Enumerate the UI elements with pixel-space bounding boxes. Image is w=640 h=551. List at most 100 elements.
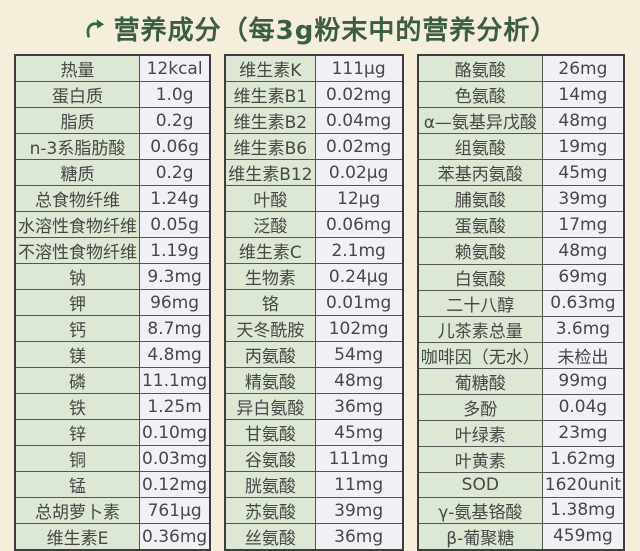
nutrient-label: 蛋氨酸 xyxy=(417,211,543,239)
nutrient-label-text: β-葡聚糖 xyxy=(446,528,515,549)
nutrient-value-text: 39mg xyxy=(558,188,608,209)
table-row: 水溶性食物纤维 0.05g xyxy=(14,211,211,238)
nutrient-value: 36mg xyxy=(314,393,404,420)
nutrient-label: γ-氨基铬酸 xyxy=(417,496,543,524)
table-row: γ-氨基铬酸 1.38mg xyxy=(417,496,625,524)
table-row: 苯基丙氨酸 45mg xyxy=(417,159,625,187)
nutrient-value: 0.02mg xyxy=(314,81,404,108)
table-row: 白氨酸 69mg xyxy=(417,263,625,291)
nutrient-label: 锌 xyxy=(14,419,140,446)
nutrient-label-text: 赖氨酸 xyxy=(454,243,506,264)
nutrient-value: 11.1mg xyxy=(139,367,211,394)
table-row: 维生素B2 0.04mg xyxy=(224,107,404,134)
nutrient-label-text: 维生素B2 xyxy=(233,113,308,133)
nutrient-label-text: 铜 xyxy=(69,451,86,471)
table-row: 叶酸 12μg xyxy=(224,185,404,212)
nutrient-label-text: 维生素K xyxy=(239,61,302,81)
nutrient-label: 赖氨酸 xyxy=(417,237,543,265)
nutrient-label-text: 叶酸 xyxy=(253,191,288,211)
nutrient-label: 白氨酸 xyxy=(417,263,543,291)
nutrient-label-text: 叶绿素 xyxy=(454,425,506,446)
table-row: 儿茶素总量 3.6mg xyxy=(417,315,625,343)
nutrient-value: 54mg xyxy=(314,341,404,368)
nutrient-value: 39mg xyxy=(541,185,625,213)
nutrient-value: 48mg xyxy=(541,237,625,265)
nutrient-value-text: 0.2g xyxy=(155,110,194,131)
nutrient-label: 总食物纤维 xyxy=(14,185,140,212)
nutrient-label-text: 锌 xyxy=(69,425,86,445)
nutrient-value-text: 36mg xyxy=(334,526,384,547)
nutrient-value: 0.36mg xyxy=(139,523,211,551)
nutrient-label: 维生素B6 xyxy=(224,133,316,160)
nutrient-label: 铬 xyxy=(224,289,316,316)
table-row: 锰 0.12mg xyxy=(14,471,211,498)
table-row: 葡糖酸 99mg xyxy=(417,367,625,395)
table-row: 锌 0.10mg xyxy=(14,419,211,446)
nutrient-value-text: 1620unit xyxy=(544,474,621,495)
table-row: 钠 9.3mg xyxy=(14,263,211,290)
nutrient-value-text: 14mg xyxy=(558,84,608,105)
table-row: 生物素 0.24μg xyxy=(224,263,404,290)
nutrient-value-text: 0.02mg xyxy=(326,84,392,105)
table-row: 丝氨酸 36mg xyxy=(224,523,404,551)
nutrient-value: 111μg xyxy=(314,54,404,82)
nutrient-label: 维生素E xyxy=(14,523,140,551)
nutrient-value-text: 12μg xyxy=(337,188,381,209)
nutrient-value: 45mg xyxy=(541,159,625,187)
nutrient-label: 酪氨酸 xyxy=(417,54,543,83)
nutrient-label: 维生素B2 xyxy=(224,107,316,134)
nutrient-label-text: 脯氨酸 xyxy=(454,191,506,212)
nutrient-label-text: 总食物纤维 xyxy=(35,191,120,211)
nutrient-label: 天冬酰胺 xyxy=(224,315,316,342)
table-row: 总食物纤维 1.24g xyxy=(14,185,211,212)
nutrient-value: 0.03mg xyxy=(139,445,211,472)
table-row: 精氨酸 48mg xyxy=(224,367,404,394)
nutrient-label-text: 钾 xyxy=(69,295,86,315)
nutrient-value-text: 0.03mg xyxy=(142,448,208,469)
nutrient-value-text: 0.05g xyxy=(150,214,199,235)
nutrient-label: 生物素 xyxy=(224,263,316,290)
table-row: 蛋白质 1.0g xyxy=(14,81,211,108)
nutrient-value: 39mg xyxy=(314,497,404,524)
nutrient-label-text: 苏氨酸 xyxy=(244,503,296,523)
nutrient-label-text: 叶黄素 xyxy=(454,451,506,472)
nutrient-value-text: 23mg xyxy=(558,423,608,444)
nutrient-value-text: 1.25m xyxy=(147,396,202,417)
table-row: 叶黄素 1.62mg xyxy=(417,445,625,474)
nutrient-value: 0.02μg xyxy=(314,159,404,186)
nutrient-value-text: 未检出 xyxy=(557,347,609,368)
nutrient-value: 0.04g xyxy=(541,393,625,421)
page-title: 营养成分（每3g粉末中的营养分析） xyxy=(0,0,640,49)
table-row: 蛋氨酸 17mg xyxy=(417,211,625,239)
nutrient-label: 铜 xyxy=(14,445,140,472)
nutrient-label-text: α—氨基异戊酸 xyxy=(423,113,537,134)
table-row: 铁 1.25m xyxy=(14,393,211,420)
nutrient-label-text: 镁 xyxy=(69,347,86,367)
nutrient-value: 23mg xyxy=(541,419,625,447)
table-row: 磷 11.1mg xyxy=(14,367,211,394)
nutrient-value-text: 19mg xyxy=(558,136,608,157)
nutrient-label-text: SOD xyxy=(461,474,499,495)
nutrient-value: 761μg xyxy=(139,497,211,524)
nutrient-label-text: 组氨酸 xyxy=(454,139,506,160)
nutrient-value: 69mg xyxy=(541,263,625,291)
table-row: 丙氨酸 54mg xyxy=(224,341,404,368)
table-row: 谷氨酸 111mg xyxy=(224,445,404,472)
table-row: 镁 4.8mg xyxy=(14,341,211,368)
nutrient-value-text: 102mg xyxy=(328,318,389,339)
nutrient-label-text: 丙氨酸 xyxy=(244,347,296,367)
nutrient-label-text: 脂质 xyxy=(60,113,95,133)
nutrient-value-text: 0.02mg xyxy=(326,136,392,157)
table-row: 咖啡因（无水） 未检出 xyxy=(417,341,625,369)
nutrient-label: 热量 xyxy=(14,54,140,82)
nutrient-label: α—氨基异戊酸 xyxy=(417,107,543,135)
nutrient-label: 糖质 xyxy=(14,159,140,186)
nutrient-value-text: 11mg xyxy=(334,474,384,495)
nutrient-label: n-3系脂肪酸 xyxy=(14,133,140,160)
nutrient-value: 0.05g xyxy=(139,211,211,238)
nutrient-value-text: 39mg xyxy=(334,500,384,521)
nutrient-value: 未检出 xyxy=(541,341,625,369)
nutrition-table-general: 热量 12kcal 蛋白质 1.0g 脂质 0.2g n-3系脂肪酸 0.06g 糖质 0.2g 总… xyxy=(14,54,212,551)
nutrient-value-text: 96mg xyxy=(150,292,200,313)
nutrient-label-text: 铬 xyxy=(261,295,279,315)
